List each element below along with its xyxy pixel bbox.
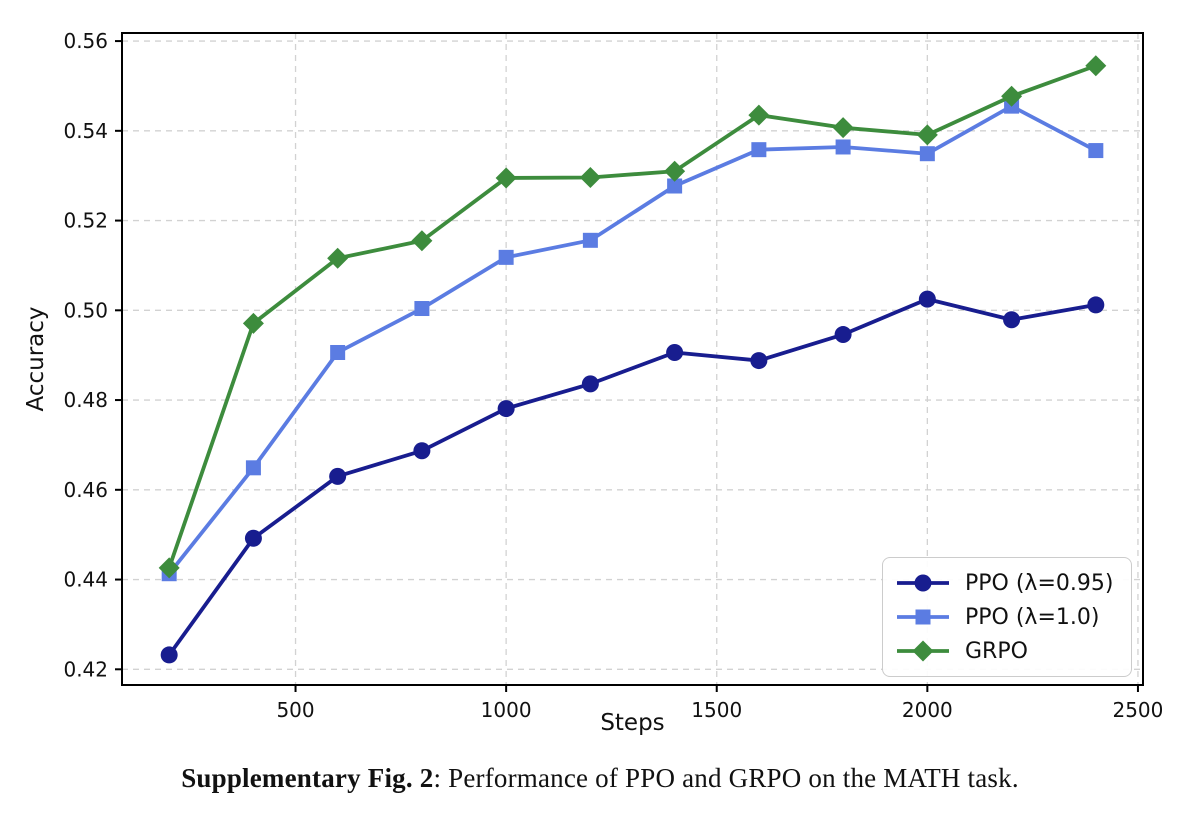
data-point-marker — [582, 232, 598, 248]
series-diamond — [158, 55, 1107, 579]
caption-text: : Performance of PPO and GRPO on the MAT… — [433, 763, 1019, 793]
data-point-marker — [497, 400, 515, 418]
data-point-marker — [579, 166, 601, 188]
y-tick-label: 0.48 — [63, 388, 108, 412]
data-point-marker — [581, 375, 599, 393]
legend-marker-circle-icon — [897, 574, 949, 592]
x-tick-label: 1500 — [691, 698, 742, 722]
legend-label: PPO (λ=0.95) — [965, 570, 1114, 596]
data-point-marker — [751, 142, 767, 158]
y-tick-label: 0.44 — [63, 568, 108, 592]
legend-marker — [912, 640, 934, 662]
y-tick-label: 0.56 — [63, 29, 108, 53]
data-point-marker — [329, 467, 347, 485]
data-point-marker — [330, 344, 346, 360]
data-point-marker — [245, 460, 261, 476]
data-point-marker — [919, 146, 935, 162]
legend-label: GRPO — [965, 638, 1028, 664]
legend-marker-diamond-icon — [897, 640, 949, 662]
data-point-marker — [160, 646, 178, 664]
y-tick-label: 0.46 — [63, 478, 108, 502]
data-point-marker — [1085, 55, 1107, 77]
y-tick-label: 0.52 — [63, 209, 108, 233]
data-point-marker — [498, 249, 514, 265]
data-point-marker — [413, 442, 431, 460]
legend-item-2: GRPO — [895, 635, 1121, 667]
data-point-marker — [664, 160, 686, 182]
x-tick-label: 500 — [276, 698, 314, 722]
series-square — [161, 98, 1104, 582]
data-point-marker — [918, 290, 936, 308]
legend-item-0: PPO (λ=0.95) — [895, 567, 1121, 599]
y-tick-label: 0.42 — [63, 657, 108, 681]
data-point-marker — [1087, 296, 1105, 314]
data-point-marker — [242, 312, 264, 334]
legend-item-1: PPO (λ=1.0) — [895, 601, 1121, 633]
y-axis-label: Accuracy — [23, 306, 49, 412]
data-point-marker — [244, 529, 262, 547]
data-point-marker — [158, 557, 180, 579]
y-tick-label: 0.50 — [63, 298, 108, 322]
series-line — [167, 63, 1098, 570]
data-point-marker — [834, 326, 852, 344]
axes-box — [121, 32, 1144, 686]
data-point-marker — [750, 352, 768, 370]
data-point-marker — [495, 167, 517, 189]
legend-label: PPO (λ=1.0) — [965, 604, 1100, 630]
x-tick-label: 2500 — [1112, 698, 1163, 722]
x-tick-label: 2000 — [902, 698, 953, 722]
legend-marker-square-icon — [897, 609, 949, 625]
series-line — [167, 104, 1098, 576]
caption-figure-number: Supplementary Fig. 2 — [181, 763, 434, 793]
legend: PPO (λ=0.95) PPO (λ=1.0) GRPO — [882, 557, 1132, 677]
series-circle — [160, 290, 1105, 664]
series-line — [167, 297, 1098, 657]
data-point-marker — [832, 117, 854, 139]
data-point-marker — [414, 301, 430, 317]
data-point-marker — [1003, 311, 1021, 329]
data-point-marker — [667, 178, 683, 194]
data-point-marker — [835, 139, 851, 155]
line-chart: 0.42 0.44 0.46 0.48 0.50 0.52 0.54 0.56 500 1000 1… — [63, 29, 1163, 722]
data-point-marker — [666, 343, 684, 361]
data-point-marker — [748, 104, 770, 126]
data-point-marker — [327, 247, 349, 269]
legend-marker — [914, 574, 932, 592]
data-point-marker — [1001, 85, 1023, 107]
data-point-marker — [916, 124, 938, 146]
legend-marker — [915, 609, 931, 625]
x-tick-label: 1000 — [481, 698, 532, 722]
figure-caption: Supplementary Fig. 2: Performance of PPO… — [0, 763, 1200, 794]
y-tick-label: 0.54 — [63, 119, 108, 143]
x-axis-label: Steps — [600, 710, 665, 736]
data-point-marker — [1088, 143, 1104, 159]
data-point-marker — [411, 230, 433, 252]
